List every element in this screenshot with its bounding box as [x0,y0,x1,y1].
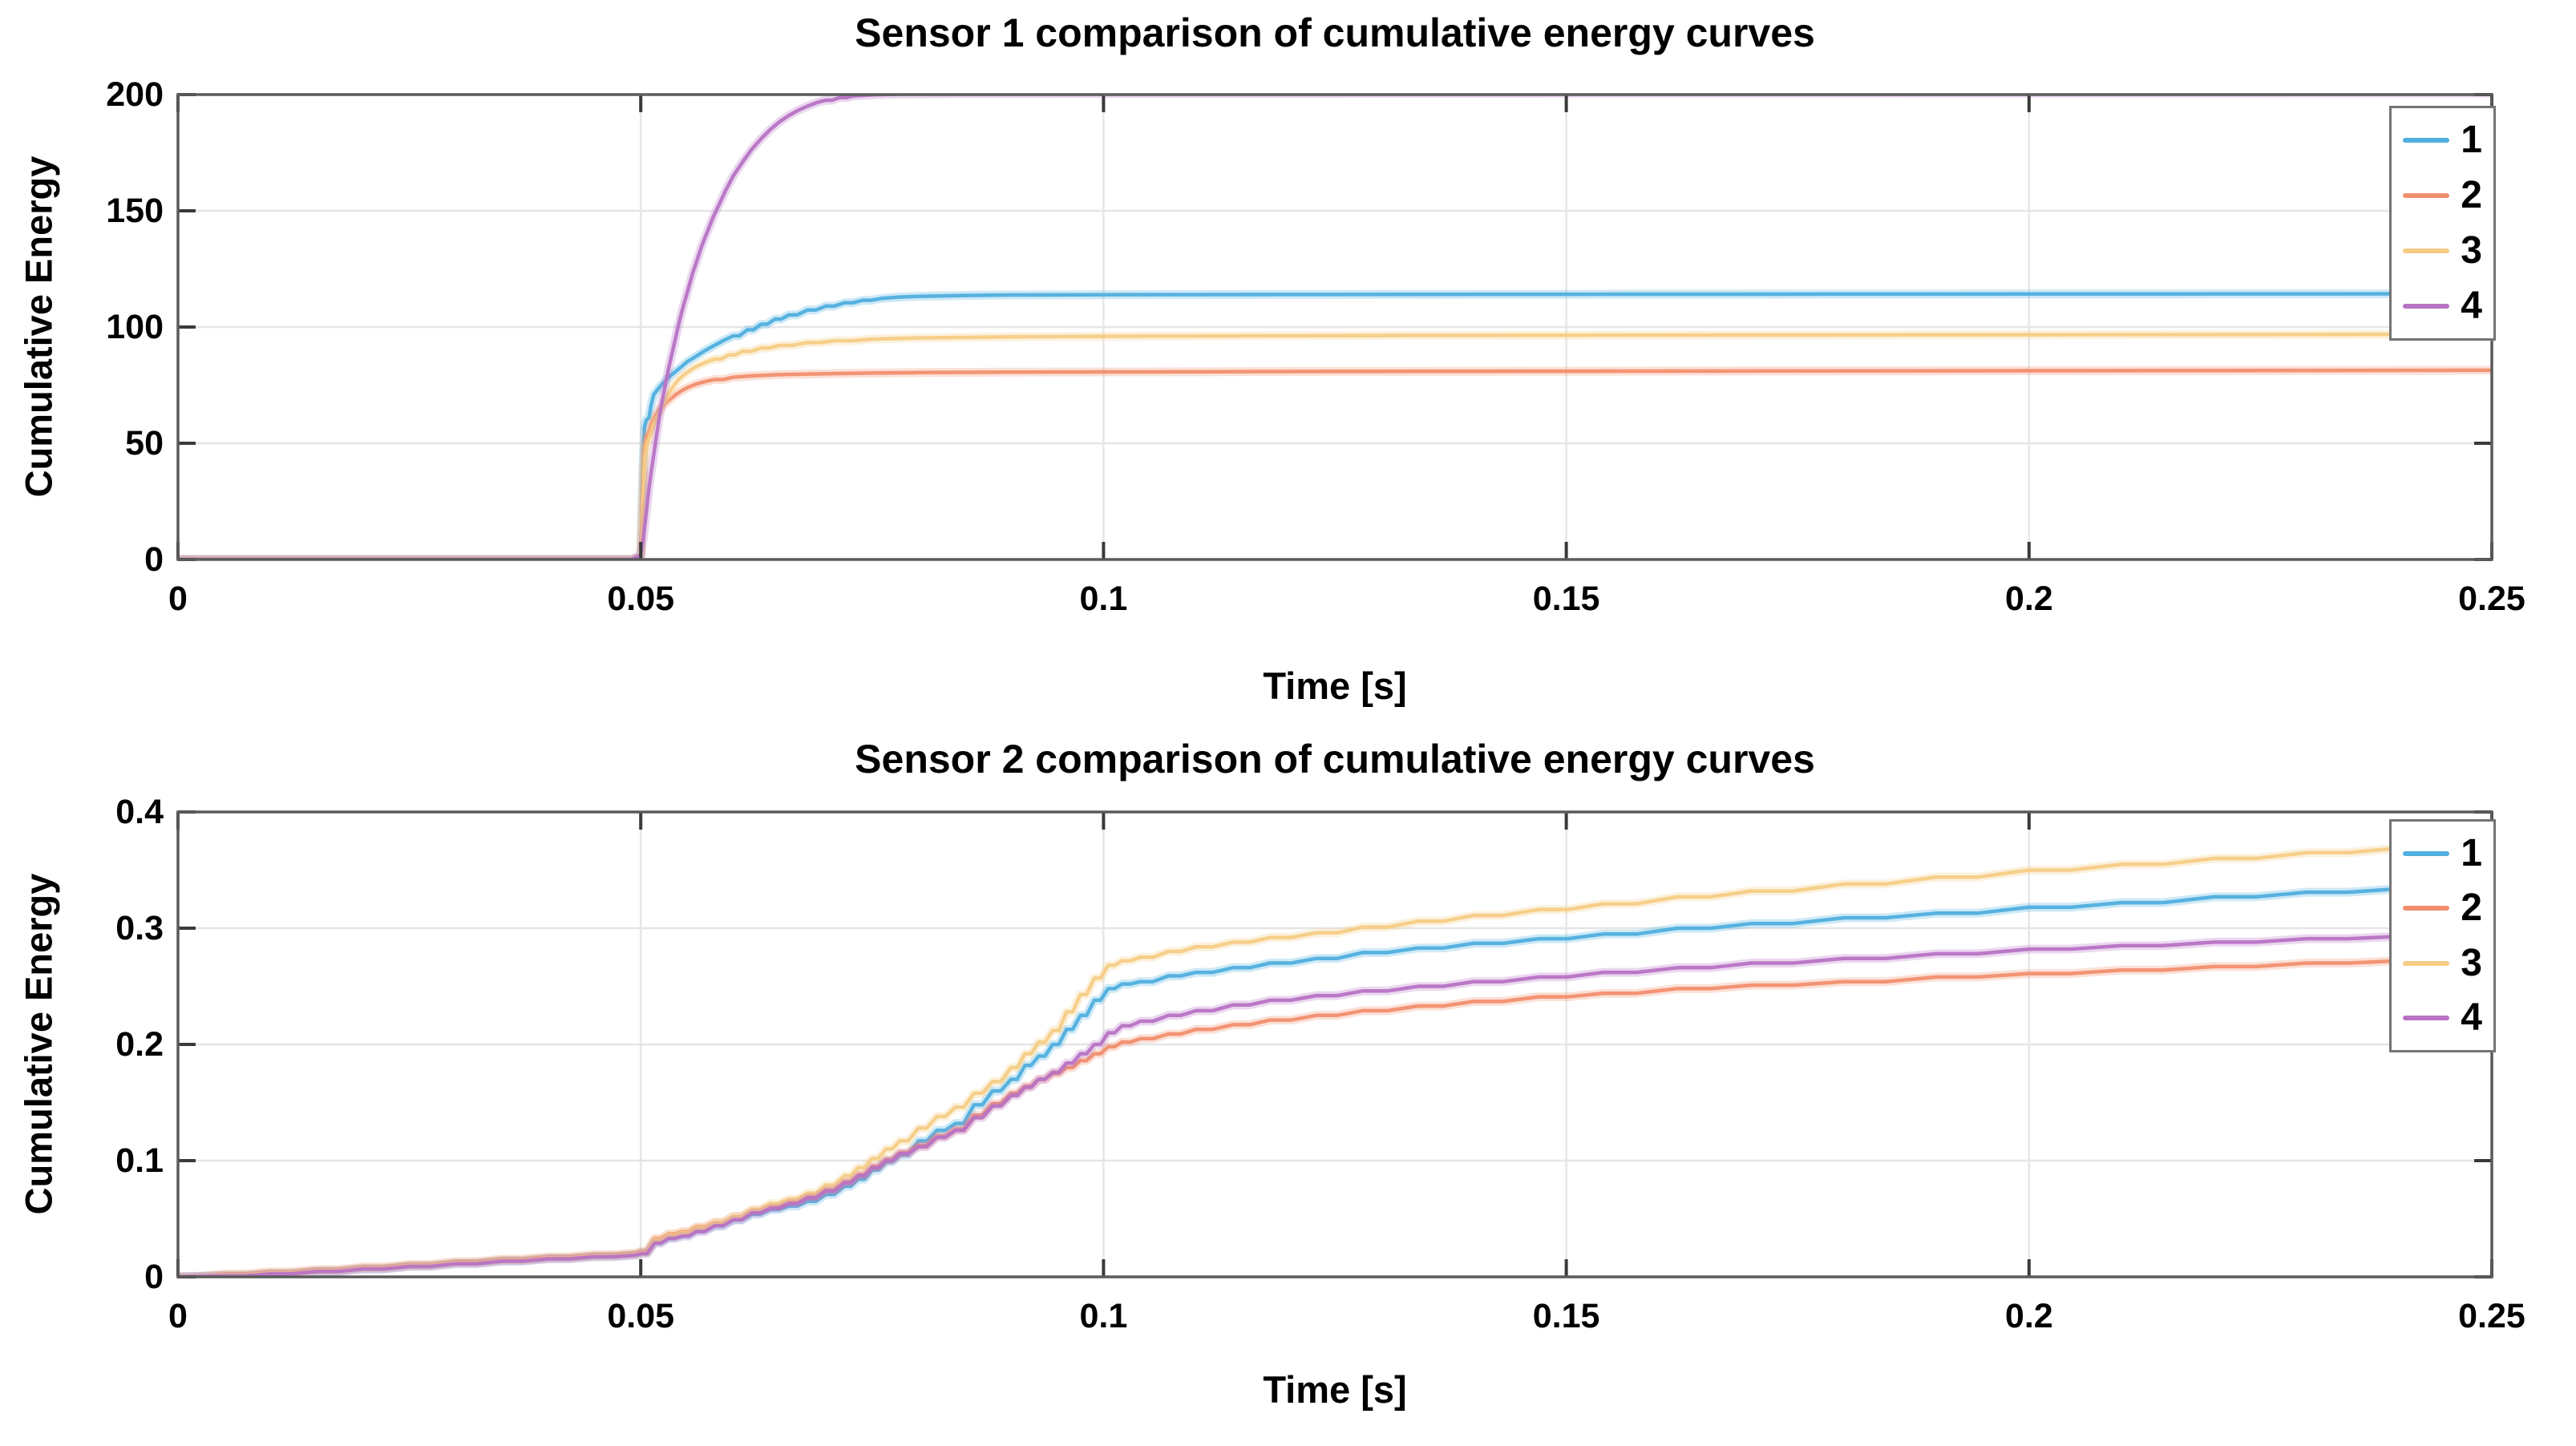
y-tick-label: 0.1 [115,1141,164,1180]
plot2-axes-area [176,810,2493,1278]
legend-entry-label: 2 [2461,887,2482,930]
legend-entry-label: 3 [2461,228,2482,272]
series-4-line [178,931,2492,1277]
plot1-title: Sensor 1 comparison of cumulative energy… [855,10,1815,55]
y-tick-label: 0.4 [115,793,164,831]
x-tick-label: 0.1 [1079,580,1128,618]
plot1-legend: 1 2 3 4 [2389,106,2496,341]
legend-entry: 4 [2403,284,2482,327]
x-tick-label: 0.05 [607,1297,675,1335]
x-tick-label: 0.2 [2004,580,2053,618]
x-tick-label: 0.1 [1079,1297,1128,1335]
legend-entry-label: 1 [2461,832,2482,875]
y-tick-label: 0.3 [115,909,164,947]
legend-entry: 4 [2403,996,2482,1039]
legend-line-swatch [2403,1015,2450,1020]
legend-line-swatch [2403,960,2450,966]
plot2-xaxis-label: Time [s] [1263,1368,1407,1411]
series-2-line-halo [178,954,2492,1277]
y-tick-label: 0 [144,540,164,579]
legend-entry: 2 [2403,889,2482,927]
plot2-title: Sensor 2 comparison of cumulative energy… [855,737,1815,782]
x-tick-label: 0.2 [2004,1297,2053,1335]
x-tick-label: 0.05 [607,580,675,618]
legend-entry: 3 [2403,941,2482,984]
series-1-line [178,879,2492,1277]
legend-entry-label: 3 [2461,941,2482,984]
series-3-line [178,841,2492,1277]
plot1-axes-area [176,93,2493,561]
x-tick-label: 0.15 [1532,1297,1600,1335]
series-3-line [178,332,2492,559]
series-1-line-halo [178,877,2492,1277]
x-tick-label: 0 [168,1297,188,1335]
legend-entry-label: 1 [2461,119,2482,162]
legend-entry: 2 [2403,176,2482,215]
series-1-line [178,292,2492,559]
y-tick-label: 100 [106,308,164,346]
legend-line-swatch [2403,248,2450,253]
legend-entry-label: 4 [2461,284,2482,327]
plot1-xaxis-label: Time [s] [1263,664,1407,707]
series-2-line-halo [178,366,2492,559]
legend-line-swatch [2403,193,2450,199]
plot2-yaxis-label: Cumulative Energy [17,873,60,1215]
y-tick-label: 0 [144,1258,164,1296]
series-4-line-halo [178,928,2492,1277]
y-tick-label: 150 [106,192,164,230]
x-tick-label: 0 [168,580,188,618]
x-tick-label: 0.25 [2458,580,2525,618]
y-tick-label: 0.2 [115,1025,164,1064]
legend-line-swatch [2403,906,2450,911]
x-tick-label: 0.15 [1532,580,1600,618]
y-tick-label: 50 [125,424,164,462]
legend-entry: 1 [2403,834,2482,873]
plot2-legend: 1 2 3 4 [2389,819,2496,1052]
legend-entry-label: 4 [2461,996,2482,1039]
series-2-line [178,956,2492,1277]
series-2-line [178,368,2492,559]
series-4-line [178,95,2492,559]
series-lines [178,838,2492,1277]
x-tick-label: 0.25 [2458,1297,2525,1335]
legend-line-swatch [2403,303,2450,309]
legend-entry: 1 [2403,121,2482,160]
y-tick-label: 200 [106,75,164,114]
legend-entry: 3 [2403,228,2482,272]
series-3-line-halo [178,838,2492,1277]
legend-entry-label: 2 [2461,174,2482,217]
plot1-yaxis-label: Cumulative Energy [17,156,60,498]
legend-line-swatch [2403,138,2450,143]
legend-line-swatch [2403,851,2450,857]
series-lines [178,95,2492,559]
